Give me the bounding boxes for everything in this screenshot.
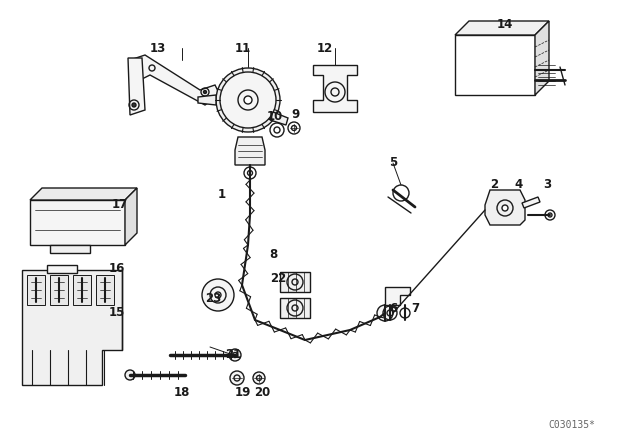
Polygon shape [30,188,137,200]
Text: 13: 13 [150,42,166,55]
Polygon shape [313,65,357,112]
Bar [455,35,535,95]
Text: 9: 9 [292,108,300,121]
Text: 22: 22 [270,271,286,284]
Text: 18: 18 [174,387,190,400]
Polygon shape [535,21,549,95]
Polygon shape [198,95,216,105]
Circle shape [215,292,221,298]
Text: 8: 8 [269,249,277,262]
Text: C030135*: C030135* [548,420,595,430]
Text: 21: 21 [225,349,241,362]
Text: 20: 20 [254,387,270,400]
Circle shape [502,205,508,211]
Polygon shape [125,188,137,245]
Polygon shape [50,245,90,253]
Circle shape [229,349,241,361]
Circle shape [202,279,234,311]
Text: 1: 1 [218,189,226,202]
Polygon shape [522,197,540,208]
Polygon shape [485,190,525,225]
Bar [280,272,310,292]
Text: 10: 10 [267,109,283,122]
Circle shape [248,171,253,176]
Bar [27,275,45,305]
Bar [50,275,68,305]
Bar [96,275,114,305]
Text: 7: 7 [411,302,419,314]
Polygon shape [455,21,549,35]
Circle shape [244,96,252,104]
Circle shape [253,372,265,384]
Text: 16: 16 [109,262,125,275]
Circle shape [216,68,280,132]
Text: 6: 6 [389,302,397,314]
Text: 12: 12 [317,42,333,55]
Text: 2: 2 [490,178,498,191]
Polygon shape [130,55,220,105]
Bar [30,200,125,245]
Circle shape [220,72,276,128]
Circle shape [204,90,207,94]
Circle shape [377,305,393,321]
Bar [73,275,91,305]
Bar [280,298,310,318]
Text: 23: 23 [205,292,221,305]
Text: 19: 19 [235,387,251,400]
Circle shape [125,370,135,380]
Polygon shape [128,58,145,115]
Polygon shape [47,265,77,273]
Text: 11: 11 [235,42,251,55]
Polygon shape [270,112,288,125]
Text: 15: 15 [109,306,125,319]
Text: 14: 14 [497,18,513,31]
Circle shape [132,103,136,107]
Polygon shape [22,270,122,385]
Polygon shape [385,287,410,305]
Circle shape [230,371,244,385]
Circle shape [291,125,296,130]
Text: 5: 5 [389,156,397,169]
Polygon shape [235,137,265,165]
Text: 3: 3 [543,178,551,191]
Text: 4: 4 [515,178,523,191]
Text: 17: 17 [112,198,128,211]
